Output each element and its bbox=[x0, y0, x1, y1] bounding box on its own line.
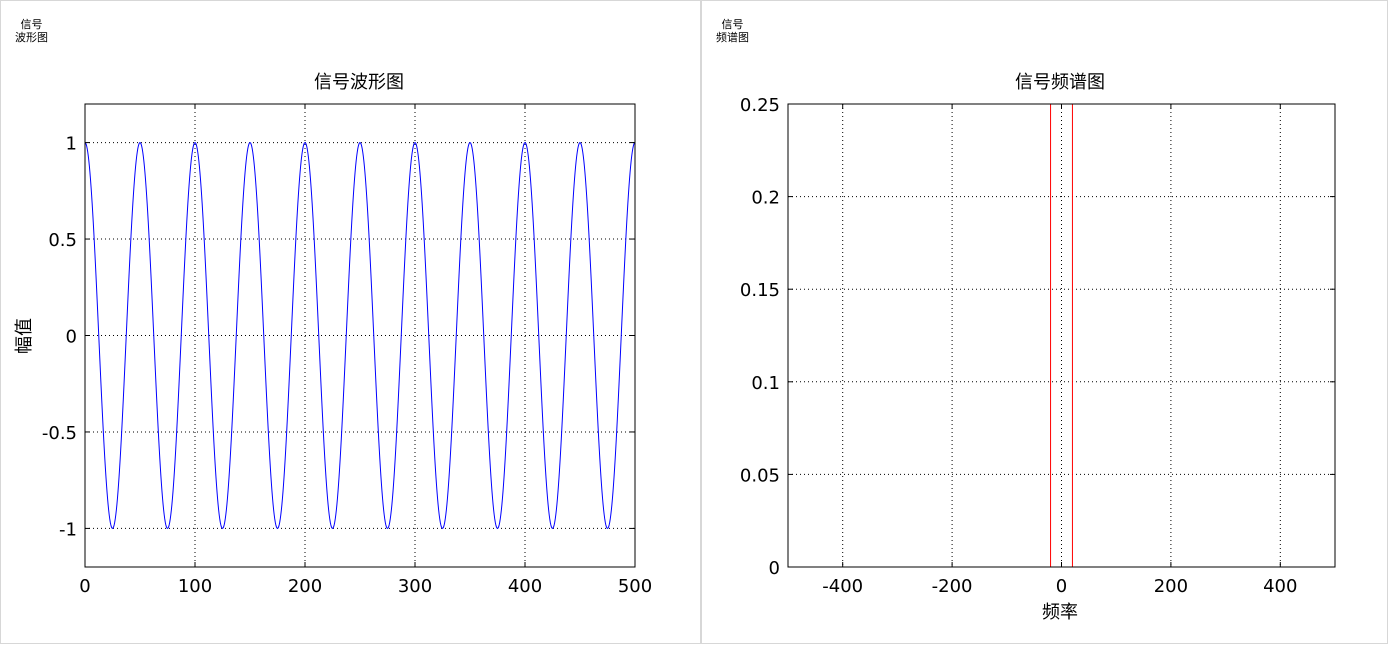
spectrum-chart: 信号频谱图 频率 -400 -200 0 200 400 0.25 0.2 0.15 0.1 0.… bbox=[740, 72, 1336, 623]
x-tick-label: -400 bbox=[822, 576, 863, 597]
x-tick-label: 200 bbox=[1154, 576, 1188, 597]
y-tick-label: -1 bbox=[59, 519, 77, 540]
x-tick-label: 0 bbox=[79, 576, 90, 597]
y-tick-label: 1 bbox=[66, 134, 77, 155]
x-tick-label: 100 bbox=[178, 576, 212, 597]
caption-line-1: 信号 bbox=[20, 18, 43, 31]
y-tick-label: 0.25 bbox=[740, 95, 780, 116]
y-tick-label: 0 bbox=[66, 327, 77, 348]
x-tick-label: 0 bbox=[1056, 576, 1067, 597]
y-tick-label: -0.5 bbox=[42, 423, 77, 444]
y-axis-label: 幅值 bbox=[14, 318, 35, 354]
y-tick-label: 0.1 bbox=[751, 373, 780, 394]
y-tick-label: 0.15 bbox=[740, 280, 780, 301]
x-tick-label: 300 bbox=[398, 576, 432, 597]
x-tick-label: 400 bbox=[1263, 576, 1297, 597]
waveform-panel-caption: 信号 波形图 bbox=[15, 18, 48, 44]
waveform-chart: 信号波形图 幅值 0 100 200 300 400 500 1 0.5 0 -0.5 -1 bbox=[14, 72, 652, 597]
x-tick-label: 200 bbox=[288, 576, 322, 597]
x-axis-label: 频率 bbox=[1042, 602, 1078, 623]
y-tick-label: 0.2 bbox=[751, 188, 780, 209]
y-tick-label: 0.5 bbox=[48, 230, 77, 251]
series-line-0 bbox=[84, 141, 636, 530]
caption-line-2: 频谱图 bbox=[716, 31, 749, 44]
plot-area bbox=[84, 103, 636, 568]
x-tick-label: 500 bbox=[618, 576, 652, 597]
y-tick-label: 0.05 bbox=[740, 465, 780, 486]
caption-line-2: 波形图 bbox=[15, 31, 48, 44]
spectrum-panel-caption: 信号 频谱图 bbox=[716, 18, 749, 44]
plot-area bbox=[787, 103, 1336, 568]
chart-title: 信号波形图 bbox=[314, 72, 404, 93]
waveform-panel: 信号 波形图 信号波形图 幅值 0 100 200 300 400 500 1 0.5 0 -0.… bbox=[0, 0, 701, 644]
caption-line-1: 信号 bbox=[721, 18, 744, 31]
x-tick-label: -200 bbox=[932, 576, 973, 597]
y-tick-label: 0 bbox=[769, 558, 780, 579]
x-tick-label: 400 bbox=[508, 576, 542, 597]
spectrum-panel: 信号 频谱图 信号频谱图 频率 -400 -200 0 200 400 0.25 0.2 0.… bbox=[701, 0, 1388, 644]
chart-title: 信号频谱图 bbox=[1015, 72, 1105, 93]
